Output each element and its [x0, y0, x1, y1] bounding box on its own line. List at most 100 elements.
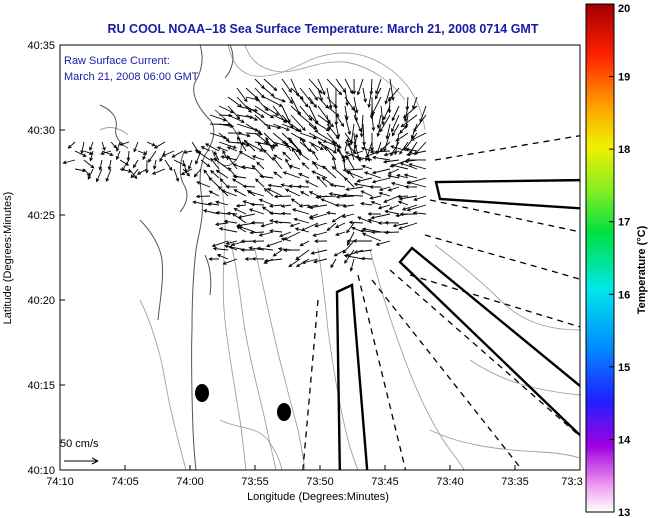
current-vector	[345, 170, 364, 179]
current-vector	[390, 163, 409, 170]
current-vector	[215, 200, 229, 206]
current-vector	[403, 173, 418, 179]
current-vector	[326, 87, 333, 110]
current-vector	[367, 212, 382, 216]
current-vector	[380, 105, 385, 126]
current-vector	[213, 151, 220, 161]
current-vector	[207, 202, 220, 206]
current-vector	[335, 114, 345, 128]
current-vector	[225, 240, 238, 245]
colorbar-tick-label: 14	[618, 434, 631, 446]
current-vector	[311, 170, 328, 179]
y-tick-label: 40:20	[27, 295, 55, 307]
current-vector	[238, 151, 256, 161]
current-vector	[334, 222, 346, 228]
current-vector	[248, 246, 265, 251]
current-vector	[351, 226, 364, 233]
current-vector	[353, 249, 373, 254]
current-vector	[266, 188, 283, 197]
current-vector	[218, 123, 235, 128]
current-vector	[301, 258, 319, 265]
current-vector	[107, 159, 112, 171]
current-vector	[87, 168, 94, 180]
current-vector	[317, 78, 326, 96]
current-vector	[360, 229, 373, 233]
current-vector	[349, 258, 355, 272]
current-vector	[243, 139, 256, 152]
current-vector	[308, 87, 318, 101]
current-vector	[348, 220, 364, 225]
current-vector	[290, 114, 306, 132]
current-vector	[371, 177, 391, 184]
current-vector	[259, 174, 274, 179]
current-vector	[236, 105, 259, 113]
contour-line	[254, 249, 306, 470]
current-vector	[202, 209, 220, 215]
current-vector	[342, 204, 355, 208]
contour-line	[434, 244, 580, 331]
current-vector	[215, 210, 229, 215]
current-vector	[153, 141, 166, 149]
current-vector	[367, 218, 382, 224]
scale-label: 50 cm/s	[60, 438, 99, 450]
current-vector	[288, 164, 301, 170]
current-vector	[379, 114, 391, 133]
current-vector	[248, 208, 265, 215]
current-vector	[370, 213, 391, 220]
current-vector	[345, 186, 364, 192]
current-vector	[341, 154, 346, 170]
colorbar-tick-label: 13	[618, 507, 630, 518]
current-vector	[369, 185, 382, 189]
current-vector	[208, 257, 219, 261]
contour-line	[369, 249, 465, 470]
current-vector	[272, 156, 283, 170]
current-vector	[310, 249, 328, 255]
current-vector	[401, 204, 418, 211]
current-vector	[164, 159, 173, 172]
current-vector	[378, 191, 391, 197]
current-vector	[263, 188, 274, 197]
current-vector	[384, 209, 400, 215]
current-vector	[280, 204, 292, 208]
current-vector	[369, 150, 391, 154]
x-axis-label: Longitude (Degrees:Minutes)	[247, 491, 389, 503]
current-vector	[130, 168, 139, 179]
current-vector	[391, 123, 400, 137]
current-vector	[331, 165, 346, 179]
current-vector	[171, 150, 184, 158]
current-vector	[263, 132, 279, 147]
current-vector	[359, 114, 364, 138]
current-vector	[299, 191, 310, 197]
current-vector	[322, 165, 337, 179]
current-vector	[387, 96, 392, 114]
current-vector	[281, 105, 291, 124]
current-vector	[225, 184, 238, 189]
current-vector	[115, 141, 121, 152]
current-vector	[346, 222, 355, 234]
current-vector	[221, 189, 238, 197]
current-vector	[398, 195, 418, 201]
current-vector	[334, 203, 346, 208]
figure-title: RU COOL NOAA–18 Sea Surface Temperature:…	[108, 22, 539, 36]
current-vector	[254, 105, 275, 119]
current-vector	[272, 123, 290, 131]
current-vector	[214, 222, 229, 227]
current-vector	[308, 123, 319, 133]
current-vector	[254, 114, 272, 130]
current-vector	[317, 114, 335, 128]
current-vector	[100, 150, 112, 155]
scale-arrow	[64, 457, 99, 465]
current-vector	[392, 222, 409, 228]
current-vector	[251, 256, 265, 261]
current-vector	[284, 188, 301, 197]
current-vector	[245, 105, 265, 118]
radial-line	[429, 199, 580, 233]
current-vector	[317, 123, 330, 132]
zone-east	[434, 178, 580, 210]
contour-line	[429, 429, 580, 459]
buoy-marker	[277, 403, 291, 421]
current-vector	[218, 141, 238, 149]
current-vector	[400, 114, 418, 128]
current-vector	[344, 151, 364, 161]
